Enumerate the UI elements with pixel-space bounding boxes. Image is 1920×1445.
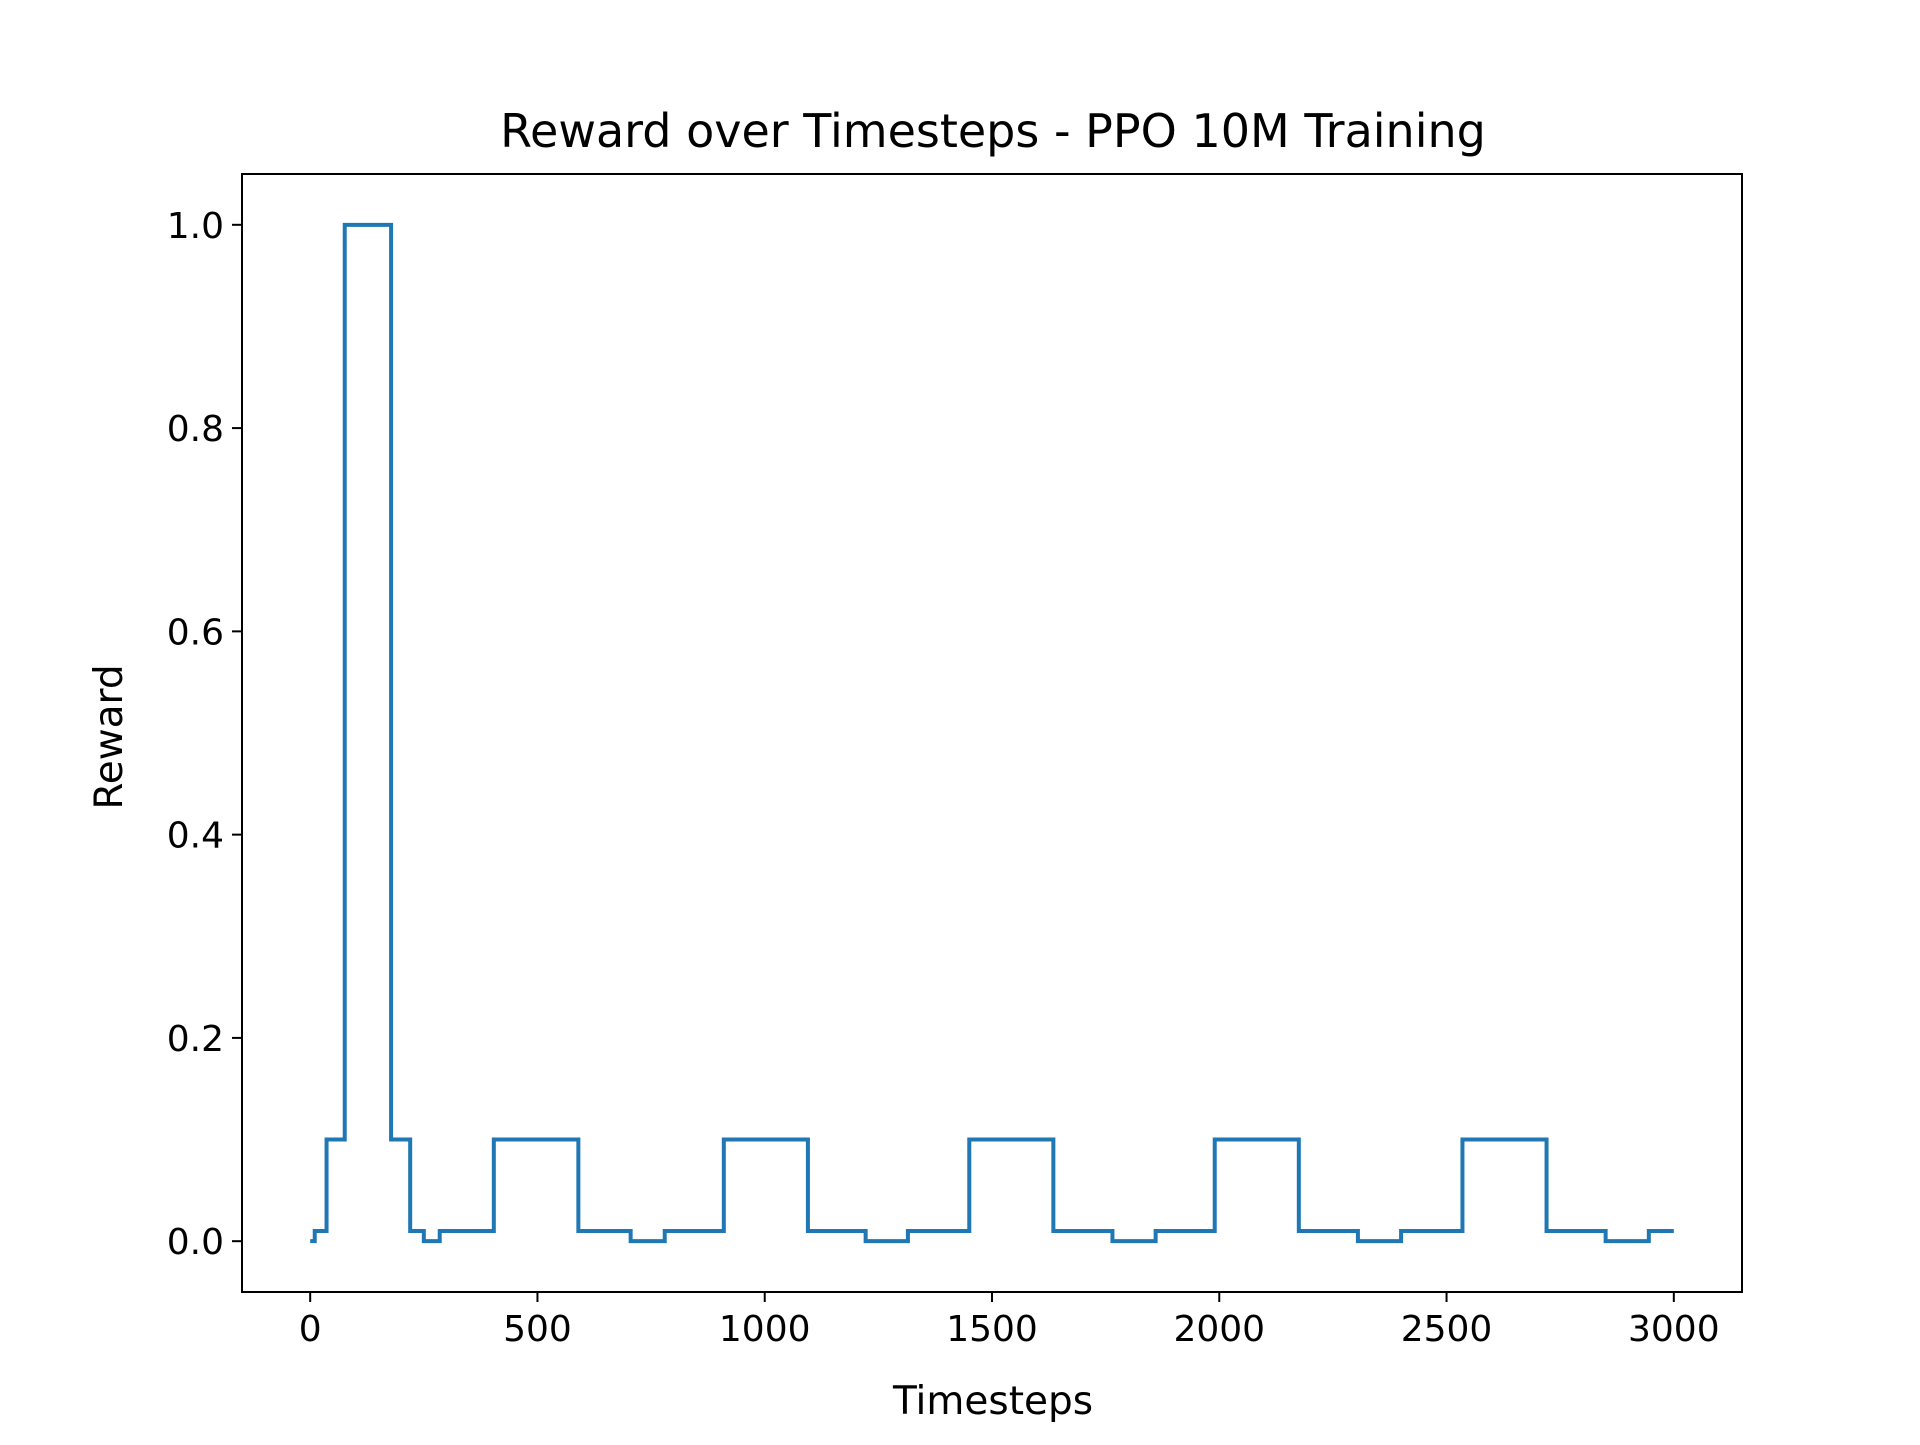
x-tick-label: 0 [299, 1309, 322, 1350]
x-tick-label: 1000 [719, 1309, 811, 1350]
x-tick-label: 500 [503, 1309, 572, 1350]
x-tick-label: 2500 [1401, 1309, 1493, 1350]
x-tick-label: 2000 [1173, 1309, 1265, 1350]
y-tick-label: 0.6 [167, 612, 224, 653]
x-axis-label: Timesteps [892, 1379, 1093, 1424]
plot-area: 0 500 1000 1500 2000 2500 3000 0.0 0.2 0.4 0.6 0.8 1… [167, 173, 1743, 1350]
y-tick-label: 0.4 [167, 816, 224, 857]
y-tick-label: 0.2 [167, 1019, 224, 1060]
y-tick-label: 0.0 [167, 1222, 224, 1263]
y-axis-label: Reward [87, 664, 132, 809]
x-tick-label: 3000 [1628, 1309, 1720, 1350]
chart-title: Reward over Timesteps - PPO 10M Training [500, 104, 1486, 158]
y-tick-label: 1.0 [167, 206, 224, 247]
x-tick-label: 1500 [946, 1309, 1038, 1350]
series-line-0 [310, 222, 1674, 1244]
y-tick-label: 0.8 [167, 409, 224, 450]
